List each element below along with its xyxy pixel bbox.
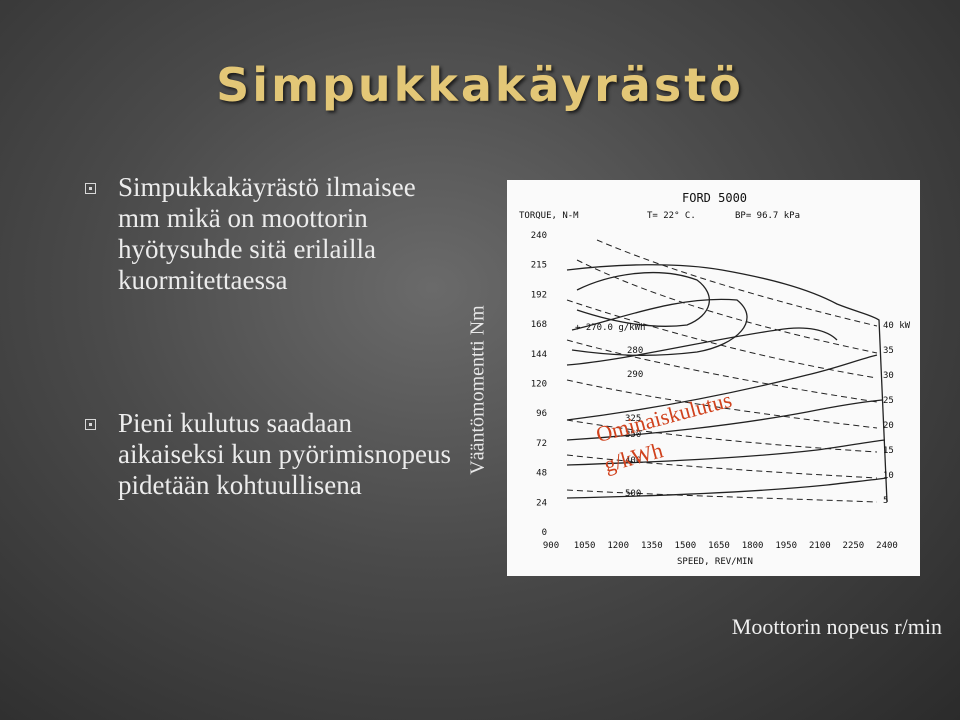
y-tick-label: 168 (531, 320, 547, 330)
y-tick-label: 48 (536, 469, 547, 479)
power-lines (566, 239, 878, 503)
y-tick-label: 0 (542, 528, 547, 538)
contour (566, 439, 886, 466)
y-tick-label: 24 (536, 498, 547, 508)
x-tick-label: 2100 (809, 541, 831, 551)
power-label: 5 (883, 496, 888, 506)
x-axis-caption: Moottorin nopeus r/min (731, 614, 942, 639)
contour (566, 399, 883, 441)
x-tick-label: 2250 (843, 541, 865, 551)
power-label: 25 (883, 396, 894, 406)
temperature: T= 22° C. (647, 211, 696, 221)
contour-label: 350 (625, 430, 641, 440)
contour (576, 271, 710, 327)
contour-label: 400 (625, 456, 641, 466)
y-axis-caption: Vääntömomentti Nm (466, 305, 489, 475)
x-tick-label: 1350 (641, 541, 663, 551)
contour-label: 500 (625, 489, 641, 499)
curves (566, 264, 888, 503)
power-label: 15 (883, 446, 894, 456)
pressure: BP= 96.7 kPa (735, 211, 800, 221)
power-label: 20 (883, 421, 894, 431)
x-tick-label: 1500 (675, 541, 697, 551)
contour (571, 298, 748, 356)
bullet-text: Pieni kulutus saadaan aikaiseksi kun pyö… (118, 408, 451, 500)
contour-label: + 270.0 g/kWh (575, 323, 645, 333)
bullet-marker (85, 183, 96, 194)
y-tick-label: 96 (536, 409, 547, 419)
figure-heading: FORD 5000 (682, 191, 747, 205)
contour-label: 325 (625, 414, 641, 424)
y-tick-label: 192 (531, 290, 547, 300)
power-label: 30 (883, 371, 894, 381)
contour-label: 290 (627, 370, 643, 380)
power-label: 10 (883, 471, 894, 481)
y-tick-label: 120 (531, 380, 547, 390)
power-label: 35 (883, 346, 894, 356)
x-tick-label: 1800 (742, 541, 764, 551)
x-label: SPEED, REV/MIN (677, 557, 753, 567)
bullet-marker (85, 419, 96, 430)
x-tick-label: 1950 (775, 541, 797, 551)
x-tick-label: 1050 (574, 541, 596, 551)
engine-map: FORD 5000 TORQUE, N-M T= 22° C. BP= 96.7… (507, 180, 920, 576)
slide-title: Simpukkakäyrästö (216, 58, 744, 112)
y-tick-label: 240 (531, 231, 547, 241)
contour (566, 327, 838, 366)
torque-label: TORQUE, N-M (519, 211, 579, 221)
contour-label: 280 (627, 346, 643, 356)
x-tick-label: 1200 (607, 541, 629, 551)
y-tick-label: 72 (536, 439, 547, 449)
max-torque-curve (566, 264, 888, 503)
x-tick-label: 1650 (708, 541, 730, 551)
power-label: 40 kW (883, 321, 911, 331)
x-tick-label: 2400 (876, 541, 898, 551)
contour (566, 354, 878, 421)
bullet: Simpukkakäyrästö ilmaisee mm mikä on moo… (85, 172, 463, 296)
contour (566, 477, 888, 499)
x-tick-label: 900 (543, 541, 559, 551)
figure-background (507, 180, 920, 576)
y-tick-label: 215 (531, 261, 547, 271)
bullet-text: Simpukkakäyrästö ilmaisee mm mikä on moo… (118, 172, 416, 295)
bullet: Pieni kulutus saadaan aikaiseksi kun pyö… (85, 408, 463, 501)
y-tick-label: 144 (531, 350, 547, 360)
